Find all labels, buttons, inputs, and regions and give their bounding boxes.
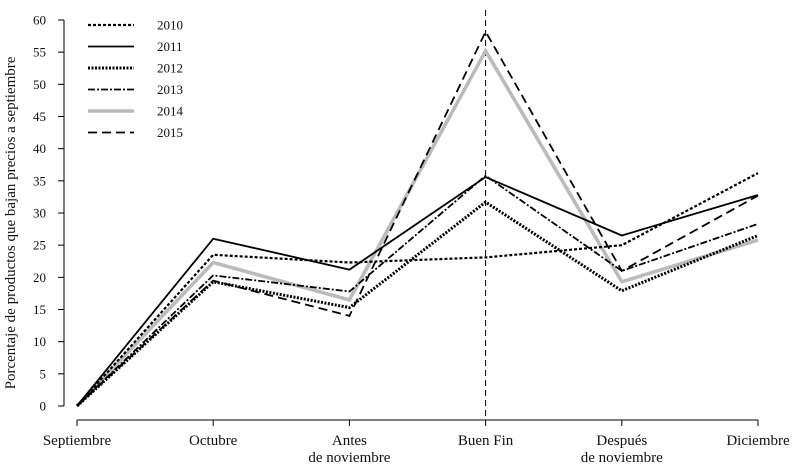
legend-label-2013: 2013 xyxy=(157,82,183,97)
legend-label-2010: 2010 xyxy=(157,18,183,33)
x-tick-label: Buen Fin xyxy=(458,433,514,449)
y-tick-label: 55 xyxy=(33,45,46,60)
y-tick-label: 45 xyxy=(33,109,46,124)
series-line-2013 xyxy=(76,174,759,407)
y-tick-label: 0 xyxy=(40,399,47,414)
y-tick-label: 25 xyxy=(33,238,46,253)
y-tick-label: 30 xyxy=(33,206,46,221)
legend-label-2011: 2011 xyxy=(157,39,183,54)
x-tick-label: Antes xyxy=(332,433,367,449)
x-tick-label: de noviembre xyxy=(308,450,390,466)
series-line-2015 xyxy=(76,29,759,407)
y-tick-label: 10 xyxy=(33,334,46,349)
y-tick-label: 5 xyxy=(40,366,47,381)
x-tick-label: Octubre xyxy=(189,433,238,449)
x-tick-label: Después xyxy=(596,433,647,449)
x-tick-label: de noviembre xyxy=(581,450,663,466)
series-line-2012 xyxy=(75,200,759,408)
legend-label-2012: 2012 xyxy=(157,61,183,76)
series-line-2011 xyxy=(76,175,759,407)
legend-label-2015: 2015 xyxy=(157,125,183,140)
series-line-2010 xyxy=(76,172,759,407)
y-tick-label: 60 xyxy=(33,13,46,28)
y-tick-label: 50 xyxy=(33,77,46,92)
y-tick-label: 35 xyxy=(33,173,46,188)
x-tick-label: Septiembre xyxy=(43,433,112,449)
y-axis-title: Porcentaje de productos que bajan precio… xyxy=(3,56,19,389)
y-tick-label: 40 xyxy=(33,141,46,156)
x-tick-label: Diciembre xyxy=(726,433,790,449)
y-tick-label: 15 xyxy=(33,302,46,317)
y-tick-label: 20 xyxy=(33,270,46,285)
legend-label-2014: 2014 xyxy=(157,104,184,119)
